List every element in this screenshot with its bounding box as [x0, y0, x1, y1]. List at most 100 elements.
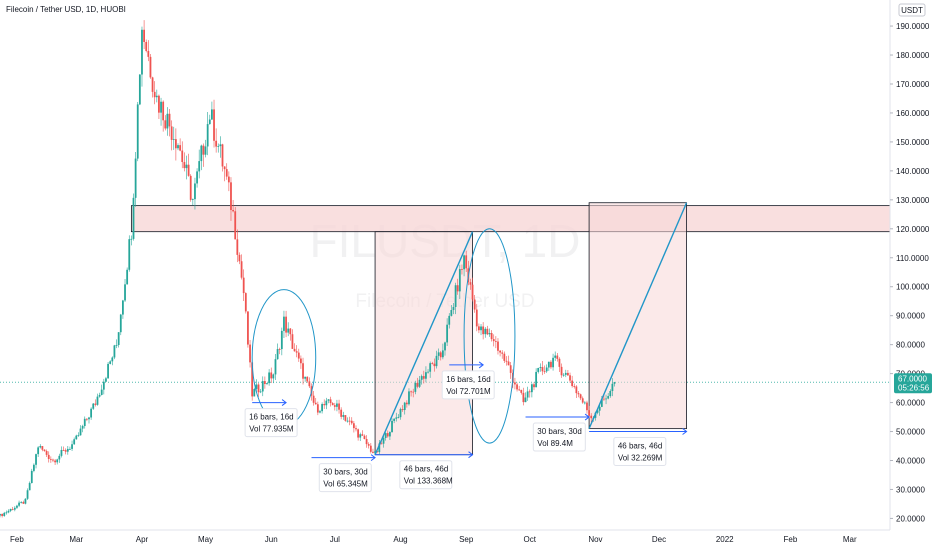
candle-body [174, 139, 177, 149]
candle-body [263, 381, 266, 384]
candle-body [107, 363, 109, 379]
candle-body [3, 512, 6, 516]
candle-body [225, 169, 228, 177]
candle-body [465, 255, 468, 269]
candle-body [577, 393, 580, 395]
candle-body [486, 328, 489, 335]
trendline[interactable] [374, 231, 474, 455]
candle-body [420, 376, 423, 380]
candle-body [297, 352, 300, 359]
candle-body [238, 254, 241, 262]
candle-body [382, 437, 385, 444]
measure-tool[interactable]: 46 bars, 46d Vol 32.269M [589, 428, 688, 467]
candle-body [590, 415, 593, 419]
measure-tool[interactable]: 30 bars, 30d Vol 65.345M [311, 454, 376, 493]
candle-body [463, 255, 465, 270]
x-tick-label: Aug [393, 535, 407, 544]
trendline[interactable] [588, 202, 688, 429]
candle-body [181, 150, 184, 163]
candle-body [490, 333, 493, 340]
candle-body [327, 399, 330, 401]
candle-body [302, 363, 304, 379]
measure-arrowhead [584, 413, 590, 421]
time-axis-background [0, 530, 932, 550]
candle-body [151, 77, 154, 92]
candle-body [244, 293, 247, 312]
candle-body [128, 239, 131, 270]
candle-body [350, 420, 353, 424]
x-tick-label: Mar [69, 535, 83, 544]
candle-body [556, 355, 559, 359]
candle-body [304, 376, 307, 379]
x-tick-label: Dec [652, 535, 666, 544]
candle-body [609, 390, 612, 397]
candle-body [62, 449, 65, 451]
candle-body [249, 344, 251, 363]
candle-body [126, 269, 129, 285]
candle-body [240, 261, 243, 278]
last-price: 67.0000 [898, 374, 927, 383]
candle-body [73, 439, 76, 445]
candle-body [198, 161, 201, 172]
y-tick-label: 180.0000 [896, 51, 930, 60]
candle-body [342, 415, 345, 417]
measure-bars-label: 16 bars, 16d [446, 375, 490, 384]
candle-body [172, 139, 175, 140]
candle-body [473, 299, 476, 310]
candle-body [96, 396, 99, 405]
candle-body [380, 443, 383, 445]
candle-body [308, 381, 311, 387]
candle-body [138, 74, 141, 105]
resistance-zone[interactable] [130, 205, 891, 233]
candle-body [405, 402, 408, 405]
y-tick-label: 150.0000 [896, 138, 930, 147]
candle-body [179, 145, 182, 151]
pattern-ellipse[interactable] [251, 289, 317, 427]
candle-body [433, 363, 436, 367]
candle-body [253, 388, 256, 397]
candle-body [217, 146, 220, 147]
candle-body [357, 429, 360, 438]
measure-tool[interactable]: 16 bars, 16d Vol 72.701M [441, 361, 495, 400]
measure-tool[interactable]: 30 bars, 30d Vol 89.4M [525, 413, 590, 452]
candle-body [516, 384, 518, 390]
x-tick-label: Oct [524, 535, 537, 544]
candle-body [54, 460, 56, 463]
candle-body [208, 119, 211, 125]
candle-body [219, 144, 222, 147]
candle-body [340, 409, 343, 417]
candle-body [323, 404, 326, 406]
candle-body [429, 363, 432, 372]
candle-body [547, 361, 550, 368]
currency-badge[interactable]: USDT [898, 3, 926, 17]
candle-body [109, 361, 112, 364]
candle-body [259, 391, 262, 393]
candle-body [336, 403, 338, 407]
candle-body [287, 328, 290, 333]
candle-body [215, 140, 218, 147]
candle-body [545, 367, 548, 372]
candle-body [58, 455, 61, 460]
measure-arrowhead [281, 399, 287, 406]
candle-body [461, 269, 463, 270]
countdown: 05:26:56 [898, 383, 930, 392]
y-tick-label: 40.0000 [896, 456, 925, 465]
candle-body [39, 446, 42, 448]
candle-body [579, 394, 582, 399]
candle-body [124, 284, 126, 301]
y-tick-label: 60.0000 [896, 399, 925, 408]
candle-body [251, 362, 254, 397]
candle-body [255, 384, 258, 389]
pattern-ellipse[interactable] [463, 228, 516, 444]
candle-body [518, 389, 521, 391]
candle-body [132, 197, 135, 239]
measure-tool[interactable]: 16 bars, 16d Vol 77.935M [244, 399, 298, 438]
candle-body [24, 498, 27, 504]
candle-body [183, 162, 186, 169]
candle-body [141, 29, 143, 75]
candle-body [43, 449, 46, 452]
candle-body [168, 113, 171, 127]
candle-body [289, 328, 292, 335]
measure-tool[interactable]: 46 bars, 46d Vol 133.368M [375, 451, 474, 490]
